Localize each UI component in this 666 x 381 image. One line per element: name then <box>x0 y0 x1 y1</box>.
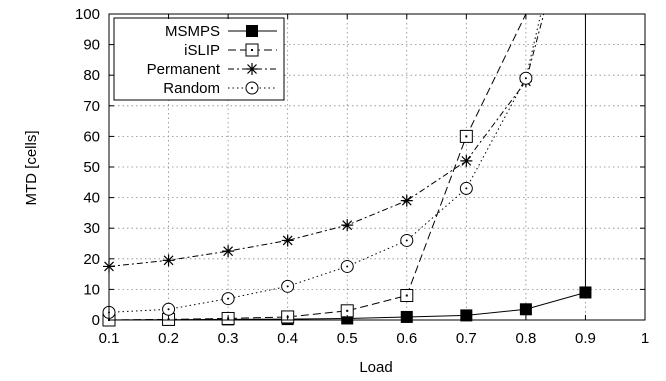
y-tick-label: 50 <box>83 159 100 176</box>
y-tick-label: 0 <box>92 312 100 329</box>
legend-label: MSMPS <box>165 23 220 40</box>
x-tick-label: 0.8 <box>515 330 536 347</box>
y-tick-label: 100 <box>75 6 100 23</box>
open-square-marker <box>245 43 259 57</box>
y-tick-label: 10 <box>83 281 100 298</box>
legend-label: Permanent <box>147 61 221 78</box>
y-tick-label: 30 <box>83 220 100 237</box>
legend-label: iSLIP <box>184 42 220 59</box>
x-tick-label: 0.6 <box>396 330 417 347</box>
open-circle-marker <box>162 302 176 316</box>
x-tick-label: 0.4 <box>277 330 298 347</box>
x-tick-label: 0.3 <box>218 330 239 347</box>
y-tick-label: 40 <box>83 190 100 207</box>
x-axis-label: Load <box>359 359 392 376</box>
open-square-marker <box>400 289 414 303</box>
y-axis-label: MTD [cells] <box>23 131 40 206</box>
y-tick-label: 70 <box>83 98 100 115</box>
y-tick-label: 60 <box>83 128 100 145</box>
legend-label: Random <box>163 80 220 97</box>
asterisk-marker <box>222 245 235 258</box>
open-square-marker <box>459 129 473 143</box>
x-tick-label: 0.1 <box>99 330 120 347</box>
x-tick-label: 1 <box>641 330 649 347</box>
open-circle-marker <box>340 259 354 273</box>
filled-square-marker <box>579 286 592 299</box>
y-tick-label: 90 <box>83 37 100 54</box>
asterisk-marker <box>162 254 175 267</box>
open-circle-marker <box>459 181 473 195</box>
asterisk-marker <box>460 154 473 167</box>
x-tick-label: 0.2 <box>158 330 179 347</box>
asterisk-marker <box>341 219 354 232</box>
asterisk-marker <box>281 234 294 247</box>
ticks: 0.1 0.2 0.3 0.4 0.5 0.6 0.7 0.8 0.9 1010203040506… <box>75 6 649 347</box>
open-circle-marker <box>221 292 235 306</box>
open-circle-marker <box>281 279 295 293</box>
open-circle-marker <box>245 81 259 95</box>
series-line <box>108 13 527 321</box>
asterisk-marker <box>246 63 258 75</box>
x-tick-label: 0.7 <box>456 330 477 347</box>
asterisk-marker <box>400 194 413 207</box>
filled-square-marker <box>246 25 258 37</box>
y-tick-label: 20 <box>83 251 100 268</box>
open-circle-marker <box>400 233 414 247</box>
x-tick-label: 0.5 <box>337 330 358 347</box>
filled-square-marker <box>519 303 532 316</box>
y-tick-label: 80 <box>83 67 100 84</box>
x-tick-label: 0.9 <box>575 330 596 347</box>
open-circle-marker <box>519 71 533 85</box>
legend: MSMPS iSLIP Permanent Random <box>113 17 285 101</box>
